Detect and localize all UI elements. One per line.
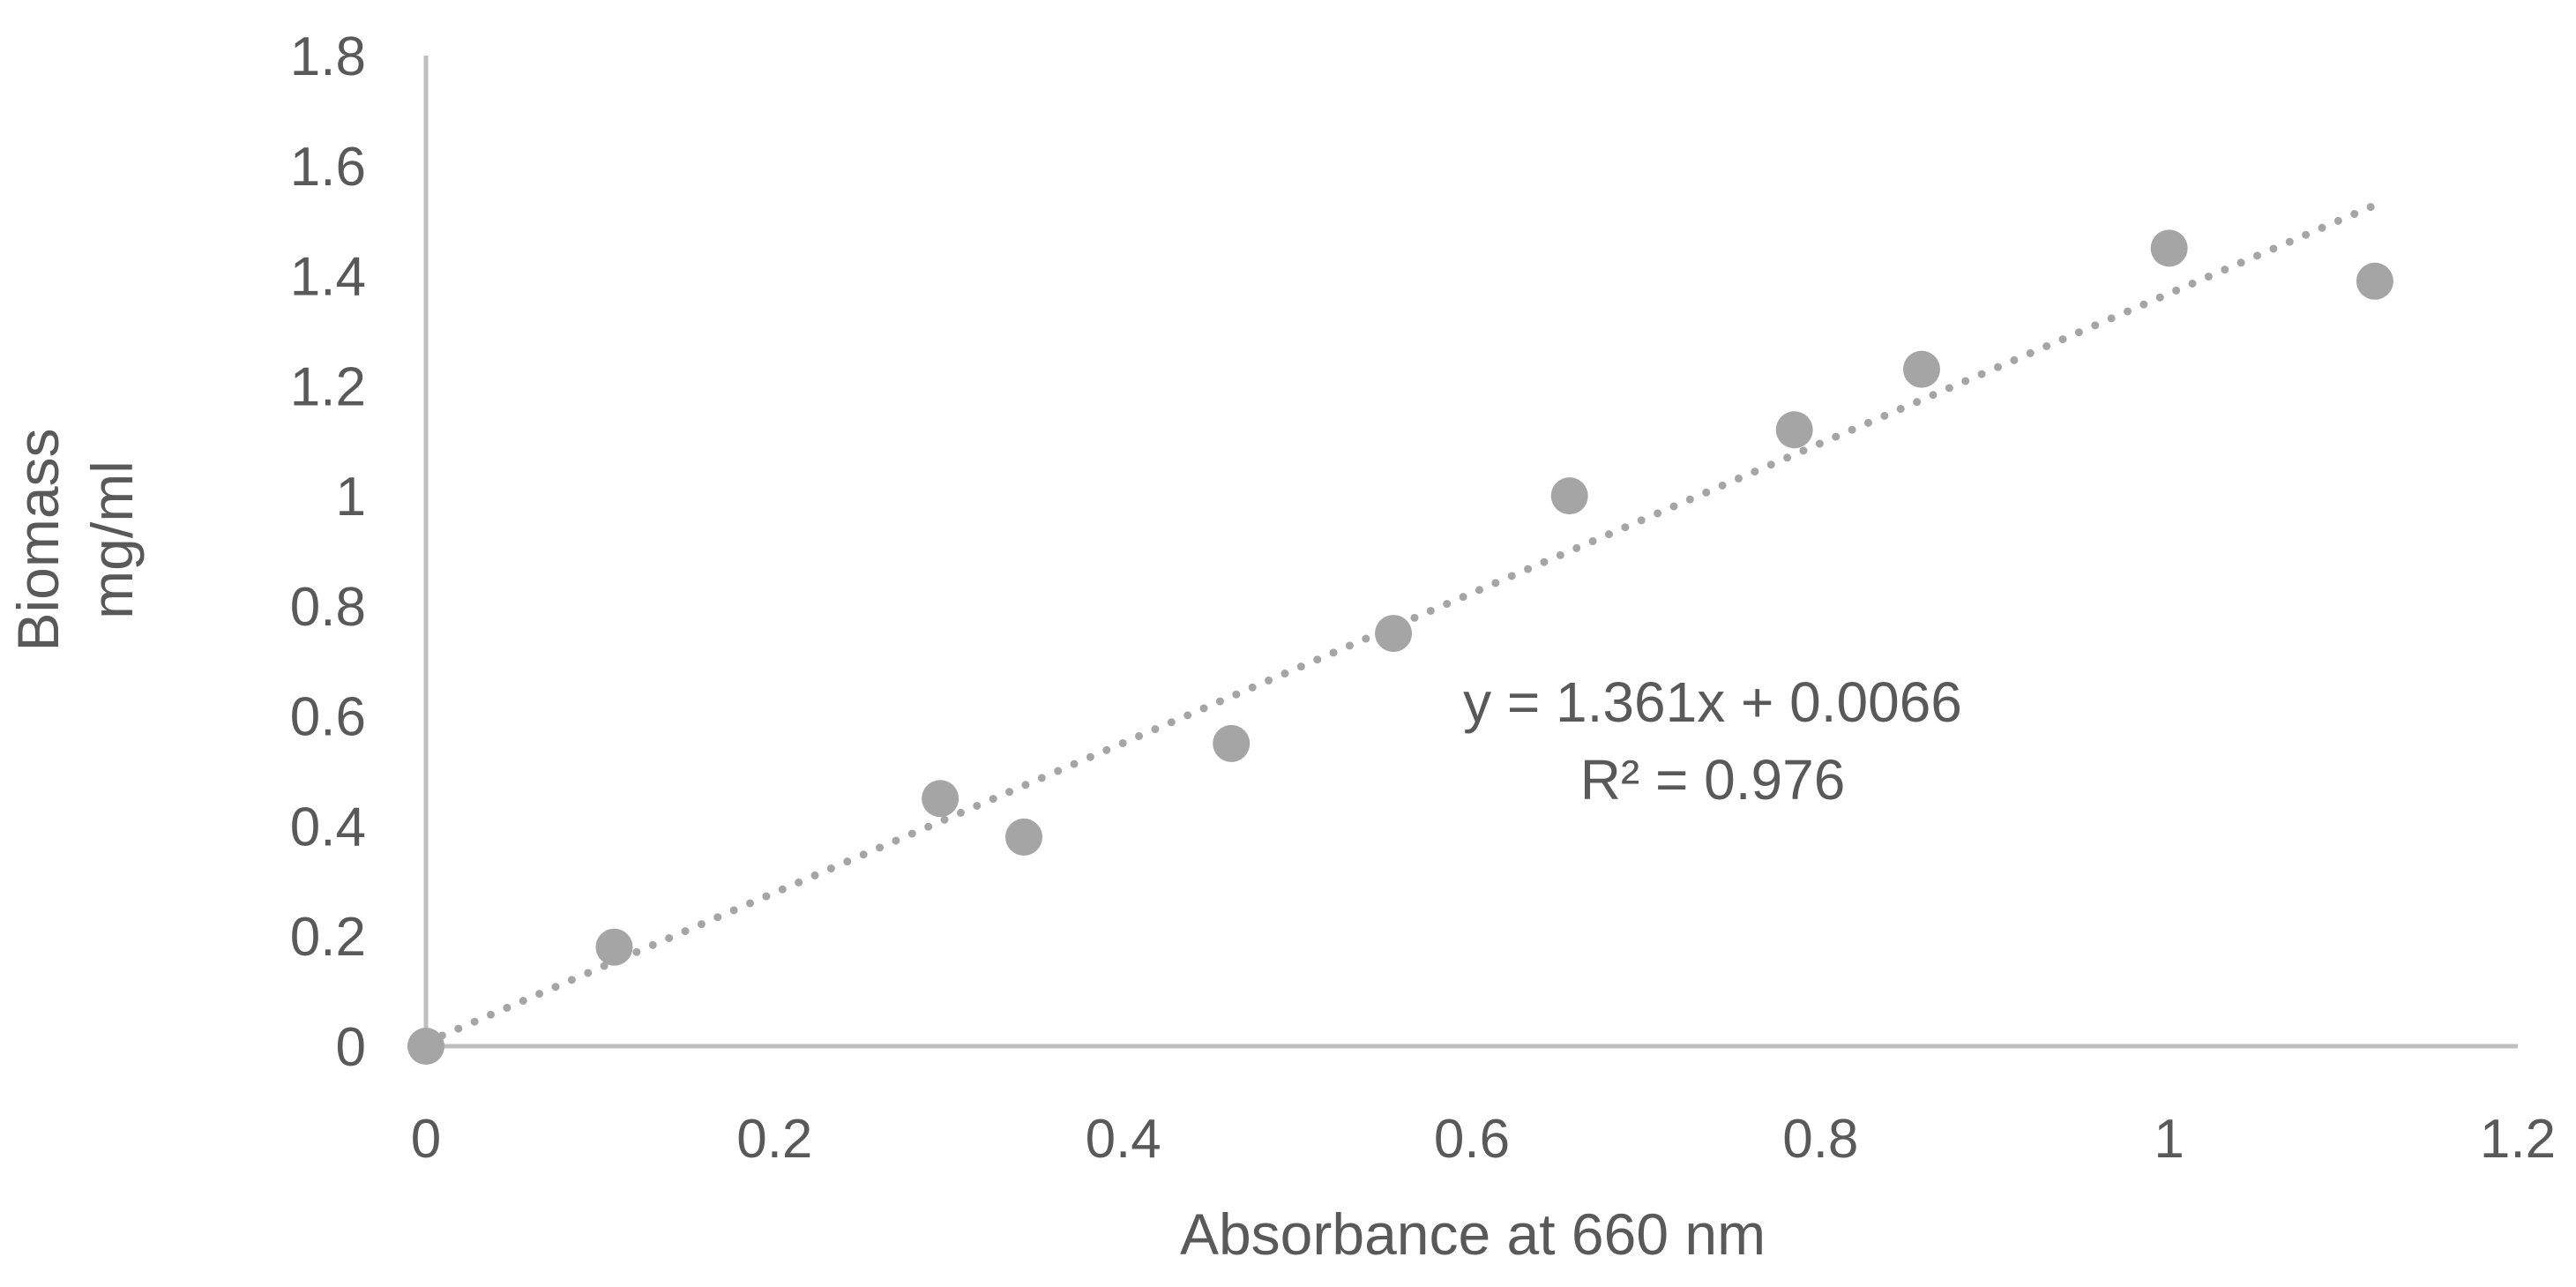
data-point [1375,615,1413,653]
y-tick-label: 1.8 [290,26,366,87]
y-tick-label: 1 [336,467,366,528]
data-points [407,229,2393,1065]
y-axis-title-line-2: mg/ml [79,460,145,619]
data-point [2356,262,2393,300]
data-point [1213,724,1251,762]
data-point [1902,350,1940,388]
axes [423,56,2518,1049]
x-tick-label: 0.8 [1782,1109,1858,1170]
x-tick-label: 0.6 [1434,1109,1510,1170]
x-axis-title: Absorbance at 660 nm [1180,1201,1766,1267]
data-point [1775,411,1813,449]
y-tick-label: 0.2 [290,907,366,968]
y-tick-label: 1.6 [290,137,366,198]
data-point [922,780,959,818]
y-tick-label: 1.2 [290,356,366,417]
y-tick-label: 1.4 [290,247,366,308]
y-tick-label: 0.4 [290,797,366,857]
r-squared-label: R² = 0.976 [1580,748,1846,812]
data-point [407,1028,444,1065]
y-tick-label: 0.8 [290,577,366,638]
tick-labels: 0 0.2 0.4 0.6 0.8 1 1.2 1.4 1.6 1.8 0 0.2 0.4 0.6 0.8 1… [290,26,2556,1170]
x-tick-label: 0 [411,1109,441,1170]
x-tick-label: 0.4 [1086,1109,1161,1170]
trendline-equation: y = 1.361x + 0.0066 [1463,670,1962,734]
data-point [1550,477,1588,515]
y-tick-label: 0 [336,1017,366,1078]
y-axis-title: Biomass mg/ml [5,428,145,651]
data-point [2150,229,2188,267]
x-tick-label: 1 [2154,1109,2184,1170]
data-point [1004,818,1042,856]
x-tick-label: 1.2 [2480,1109,2556,1170]
x-tick-label: 0.2 [736,1109,812,1170]
y-axis-title-line-1: Biomass [5,428,71,651]
data-point [595,928,633,966]
y-tick-label: 0.6 [290,687,366,748]
